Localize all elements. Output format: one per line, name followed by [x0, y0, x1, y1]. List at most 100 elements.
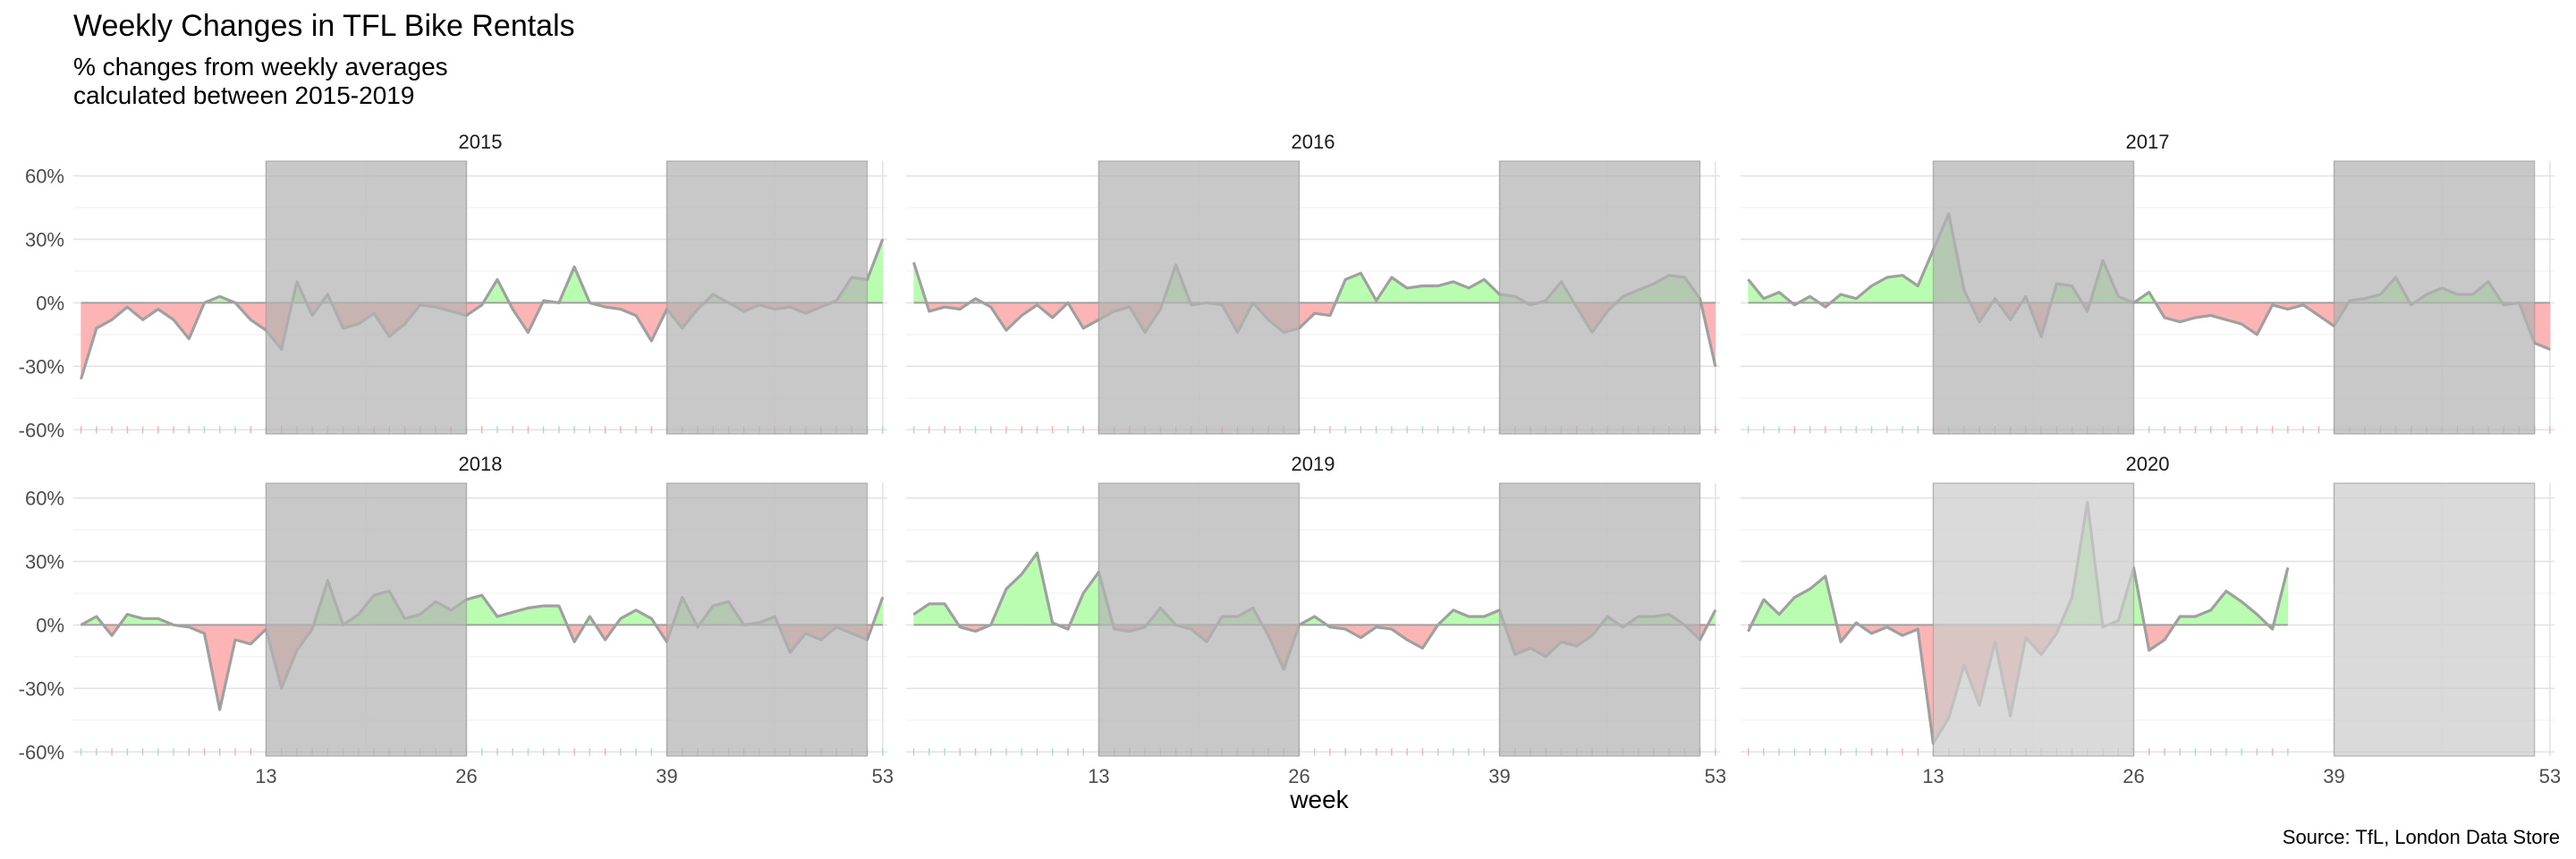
data-point — [1329, 625, 1331, 628]
data-point — [974, 630, 977, 633]
data-point — [2271, 303, 2274, 306]
x-tick-label: 39 — [656, 765, 677, 787]
data-point — [2164, 639, 2165, 641]
data-point — [1421, 647, 1424, 650]
data-point — [1313, 312, 1316, 315]
data-point — [111, 634, 113, 637]
data-point — [573, 641, 575, 643]
data-point — [1344, 628, 1346, 630]
data-point — [2148, 649, 2150, 651]
data-point — [635, 609, 637, 611]
data-point — [2179, 616, 2181, 617]
facet-strip-label: 2020 — [2126, 453, 2170, 475]
shaded-week-band — [665, 482, 869, 757]
shaded-week-band — [1097, 160, 1301, 435]
x-tick-label: 13 — [1088, 765, 1109, 787]
x-tick-label: 39 — [2323, 765, 2344, 787]
data-point — [2287, 566, 2289, 569]
data-point — [989, 624, 992, 626]
y-tick-label: -30% — [19, 677, 64, 700]
data-point — [203, 633, 206, 634]
facet-strip-label: 2017 — [2126, 131, 2170, 153]
data-point — [1824, 575, 1826, 577]
data-point — [1793, 596, 1796, 599]
data-point — [2164, 317, 2165, 319]
chart-subtitle-line-2: calculated between 2015-2019 — [73, 81, 414, 109]
facet-strip-label: 2015 — [459, 131, 503, 153]
area-above-average — [543, 605, 560, 625]
data-point — [1747, 278, 1750, 281]
shaded-week-band — [1498, 482, 1701, 757]
data-point — [1453, 609, 1454, 611]
data-point — [2302, 303, 2304, 306]
area-below-average — [2534, 302, 2551, 350]
area-above-average — [928, 603, 945, 625]
shaded-week-band — [1932, 482, 2135, 757]
data-point — [1021, 314, 1023, 317]
facet-panel-2016: 2016 — [906, 131, 1720, 435]
data-point — [1406, 639, 1408, 641]
data-point — [1885, 625, 1888, 628]
data-point — [1715, 365, 1716, 368]
data-point — [512, 611, 513, 614]
data-point — [1483, 278, 1486, 281]
data-point — [1360, 636, 1362, 639]
data-point — [959, 308, 962, 310]
data-point — [974, 297, 977, 300]
x-tick-label: 53 — [2539, 765, 2561, 787]
shaded-week-band — [2333, 482, 2536, 757]
chart-title: Weekly Changes in TFL Bike Rentals — [73, 9, 575, 43]
data-point — [234, 639, 236, 641]
y-tick-label: 30% — [25, 550, 64, 573]
x-tick-label: 26 — [1288, 765, 1309, 787]
data-point — [1763, 599, 1765, 600]
data-point — [1005, 329, 1007, 331]
x-tick-label: 13 — [1922, 765, 1944, 787]
data-point — [944, 602, 945, 605]
data-point — [1051, 622, 1054, 624]
data-point — [989, 306, 992, 308]
x-tick-label: 26 — [455, 765, 477, 787]
data-point — [1840, 293, 1842, 295]
data-point — [620, 308, 622, 310]
data-point — [2241, 323, 2242, 325]
data-point — [496, 278, 498, 281]
data-point — [2318, 314, 2320, 317]
shaded-week-band — [665, 160, 869, 435]
facet-panels: 2015 -60% -30% 0% 30% 60% 2016 2017 2018 -60% -30%… — [19, 131, 2561, 787]
data-point — [218, 295, 221, 298]
data-point — [928, 602, 930, 605]
data-point — [1870, 285, 1873, 287]
data-point — [1483, 616, 1486, 617]
data-point — [1468, 616, 1470, 617]
y-tick-label: -60% — [19, 741, 64, 763]
data-point — [1082, 592, 1085, 594]
data-point — [1453, 280, 1454, 283]
data-point — [912, 261, 915, 264]
facet-strip-label: 2018 — [459, 453, 503, 475]
data-point — [635, 314, 637, 317]
data-point — [928, 310, 930, 312]
data-point — [1082, 327, 1085, 329]
y-tick-label: 0% — [36, 292, 64, 314]
data-point — [1793, 303, 1796, 306]
facet-panel-2015: 2015 -60% -30% 0% 30% 60% — [19, 131, 887, 441]
data-point — [250, 642, 252, 645]
data-point — [1329, 314, 1331, 317]
data-point — [80, 378, 82, 380]
data-point — [573, 266, 575, 268]
data-point — [2194, 616, 2197, 617]
data-point — [1747, 630, 1750, 633]
data-point — [1344, 278, 1346, 281]
area-above-average — [1422, 285, 1438, 303]
data-point — [1809, 295, 1811, 298]
data-point — [512, 308, 513, 310]
shaded-week-band — [265, 160, 468, 435]
data-point — [234, 302, 236, 304]
data-point — [1778, 291, 1780, 293]
data-point — [650, 617, 653, 620]
shaded-week-band — [1498, 160, 1701, 435]
y-tick-label: -30% — [19, 355, 64, 378]
data-point — [2225, 590, 2227, 592]
